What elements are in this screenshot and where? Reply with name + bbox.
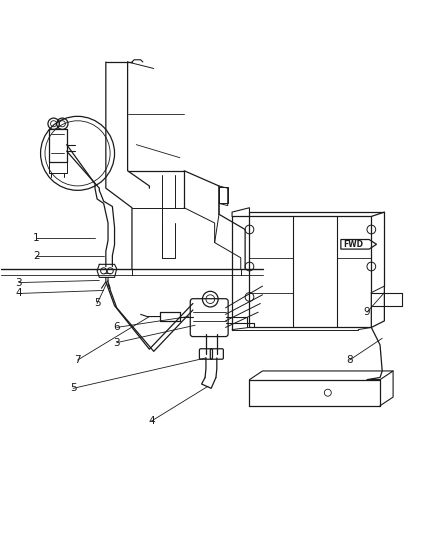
Text: 4: 4 xyxy=(148,416,155,426)
Text: 8: 8 xyxy=(346,355,353,365)
Text: 5: 5 xyxy=(94,298,100,309)
Text: 3: 3 xyxy=(113,338,120,348)
Text: 6: 6 xyxy=(113,322,120,333)
Text: 2: 2 xyxy=(33,251,39,261)
Text: 5: 5 xyxy=(70,383,77,393)
Text: 7: 7 xyxy=(74,355,81,365)
Text: 9: 9 xyxy=(364,307,370,317)
Text: 4: 4 xyxy=(15,288,22,298)
Text: 3: 3 xyxy=(15,278,22,288)
Text: FWD: FWD xyxy=(343,240,363,249)
Text: 1: 1 xyxy=(33,233,39,243)
